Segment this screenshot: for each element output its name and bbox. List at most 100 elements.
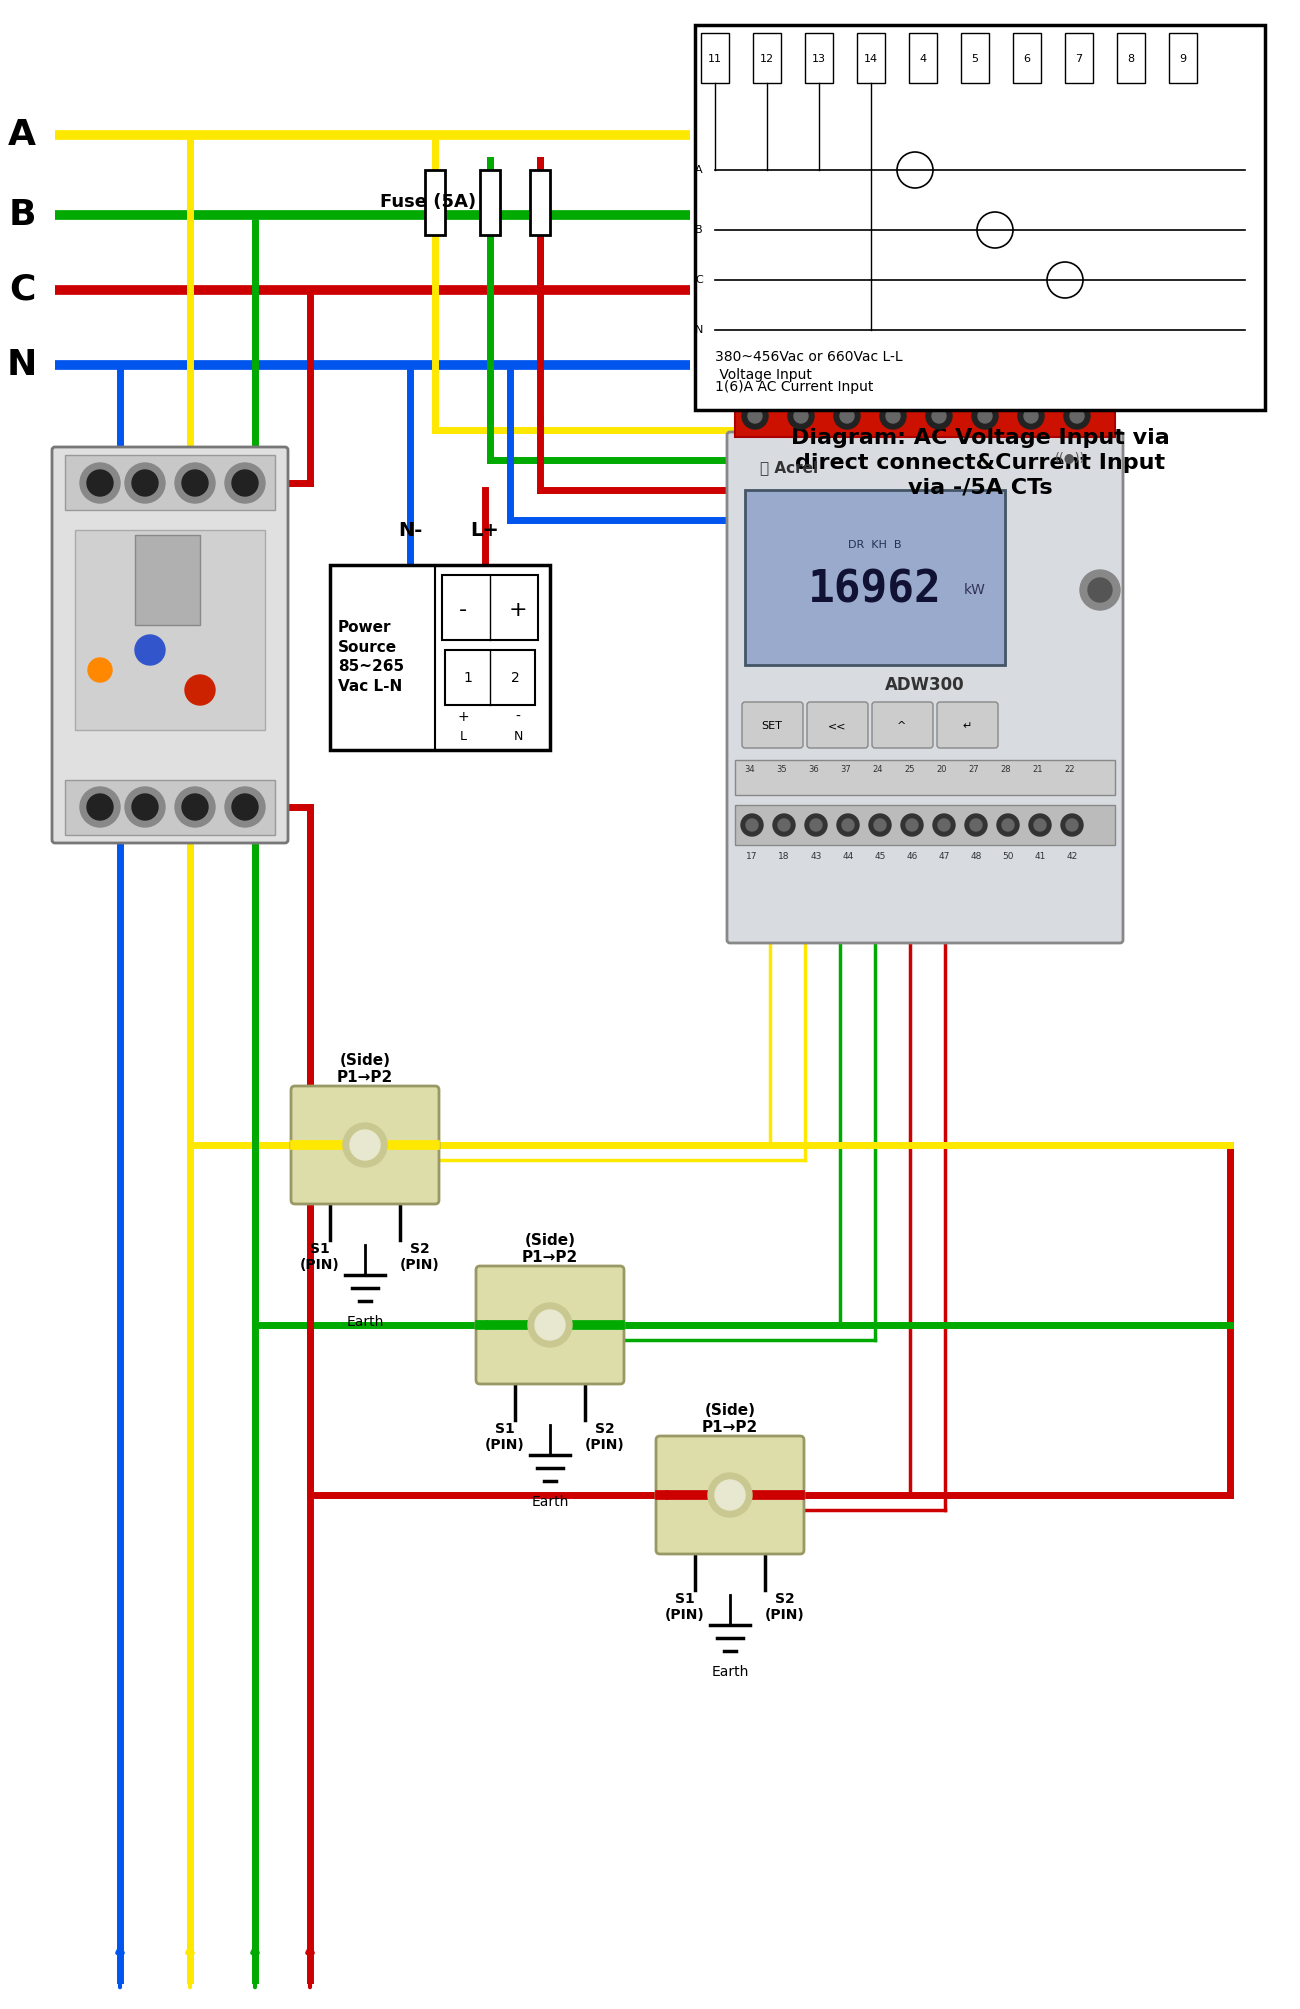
Circle shape [1088, 579, 1112, 603]
Text: 13: 13 [932, 376, 946, 386]
Text: SET: SET [762, 721, 783, 731]
Circle shape [225, 462, 265, 502]
FancyBboxPatch shape [291, 1087, 439, 1203]
Circle shape [133, 470, 159, 496]
Circle shape [840, 410, 854, 424]
Circle shape [1030, 814, 1050, 836]
Circle shape [741, 814, 763, 836]
Text: B: B [8, 199, 36, 231]
Circle shape [1080, 571, 1121, 611]
Text: Earth: Earth [711, 1665, 749, 1680]
Text: 25: 25 [905, 765, 915, 775]
Circle shape [87, 470, 113, 496]
Text: 11: 11 [708, 54, 722, 64]
Text: -: - [459, 601, 467, 621]
Circle shape [835, 404, 861, 430]
Text: 22: 22 [1065, 765, 1075, 775]
Text: 21: 21 [1032, 765, 1043, 775]
Text: 13: 13 [812, 54, 826, 64]
Text: 42: 42 [1066, 852, 1078, 862]
Text: S2
(PIN): S2 (PIN) [585, 1422, 625, 1453]
Text: 2: 2 [797, 376, 805, 386]
Text: <<: << [828, 721, 846, 731]
Text: C: C [9, 273, 35, 307]
Text: Power
Source
85~265
Vac L-N: Power Source 85~265 Vac L-N [338, 621, 404, 695]
Text: 2: 2 [511, 671, 520, 685]
Circle shape [978, 410, 992, 424]
Text: Earth: Earth [346, 1316, 384, 1330]
Circle shape [774, 814, 796, 836]
FancyBboxPatch shape [742, 701, 803, 747]
Circle shape [1024, 410, 1037, 424]
Bar [530, 171, 550, 235]
Text: 9: 9 [1179, 54, 1187, 64]
Text: 1: 1 [751, 376, 758, 386]
Text: 20: 20 [937, 765, 948, 775]
Text: 1: 1 [464, 671, 472, 685]
Circle shape [1061, 814, 1083, 836]
Circle shape [1002, 820, 1014, 832]
Bar [65, 779, 276, 836]
Circle shape [350, 1129, 380, 1159]
Text: 47: 47 [939, 852, 950, 862]
Bar [330, 565, 550, 749]
Text: A: A [8, 119, 36, 153]
Text: A: A [696, 165, 703, 175]
Circle shape [182, 470, 208, 496]
Text: 45: 45 [875, 852, 885, 862]
Text: Earth: Earth [532, 1495, 568, 1509]
Bar [1065, 32, 1093, 82]
Text: +: + [508, 601, 528, 621]
Bar [445, 651, 536, 705]
FancyBboxPatch shape [656, 1436, 803, 1555]
Text: S2
(PIN): S2 (PIN) [400, 1242, 439, 1272]
Circle shape [81, 462, 120, 502]
Circle shape [932, 410, 946, 424]
Circle shape [794, 410, 809, 424]
Circle shape [715, 1481, 745, 1511]
Bar [480, 171, 500, 235]
Bar [1169, 32, 1197, 82]
Bar [65, 454, 276, 510]
FancyBboxPatch shape [937, 701, 998, 747]
Circle shape [906, 820, 918, 832]
Bar [753, 32, 781, 82]
Circle shape [88, 659, 112, 681]
Text: DR  KH  B: DR KH B [848, 540, 902, 550]
Bar [75, 530, 265, 729]
Text: 34: 34 [745, 765, 755, 775]
Circle shape [868, 814, 891, 836]
Bar [135, 534, 200, 625]
Text: N: N [694, 325, 703, 336]
Text: (Side)
P1→P2: (Side) P1→P2 [337, 1053, 393, 1085]
FancyBboxPatch shape [727, 432, 1123, 942]
Circle shape [880, 404, 906, 430]
Circle shape [231, 794, 257, 820]
Text: S1
(PIN): S1 (PIN) [666, 1591, 705, 1621]
Text: 8: 8 [1127, 54, 1135, 64]
Circle shape [747, 410, 762, 424]
Text: 380~456Vac or 660Vac L-L
 Voltage Input: 380~456Vac or 660Vac L-L Voltage Input [715, 350, 902, 382]
Circle shape [185, 675, 215, 705]
Text: 28: 28 [1001, 765, 1011, 775]
Circle shape [87, 794, 113, 820]
Circle shape [777, 820, 790, 832]
Circle shape [874, 820, 887, 832]
FancyBboxPatch shape [807, 701, 868, 747]
Text: -: - [516, 709, 520, 723]
Text: 14: 14 [978, 376, 992, 386]
Bar [740, 450, 1110, 480]
Text: (Side)
P1→P2: (Side) P1→P2 [521, 1234, 578, 1266]
Text: 35: 35 [776, 765, 788, 775]
Circle shape [805, 814, 827, 836]
Text: N: N [514, 731, 523, 743]
Text: Diagram: AC Voltage Input via
direct connect&Current Input
via -/5A CTs: Diagram: AC Voltage Input via direct con… [790, 428, 1170, 498]
Text: +: + [458, 709, 469, 723]
Circle shape [343, 1123, 387, 1167]
Text: 48: 48 [970, 852, 982, 862]
Circle shape [926, 404, 952, 430]
Text: ADW300: ADW300 [885, 675, 965, 693]
Text: 11: 11 [840, 376, 854, 386]
FancyBboxPatch shape [872, 701, 933, 747]
Circle shape [125, 788, 165, 828]
